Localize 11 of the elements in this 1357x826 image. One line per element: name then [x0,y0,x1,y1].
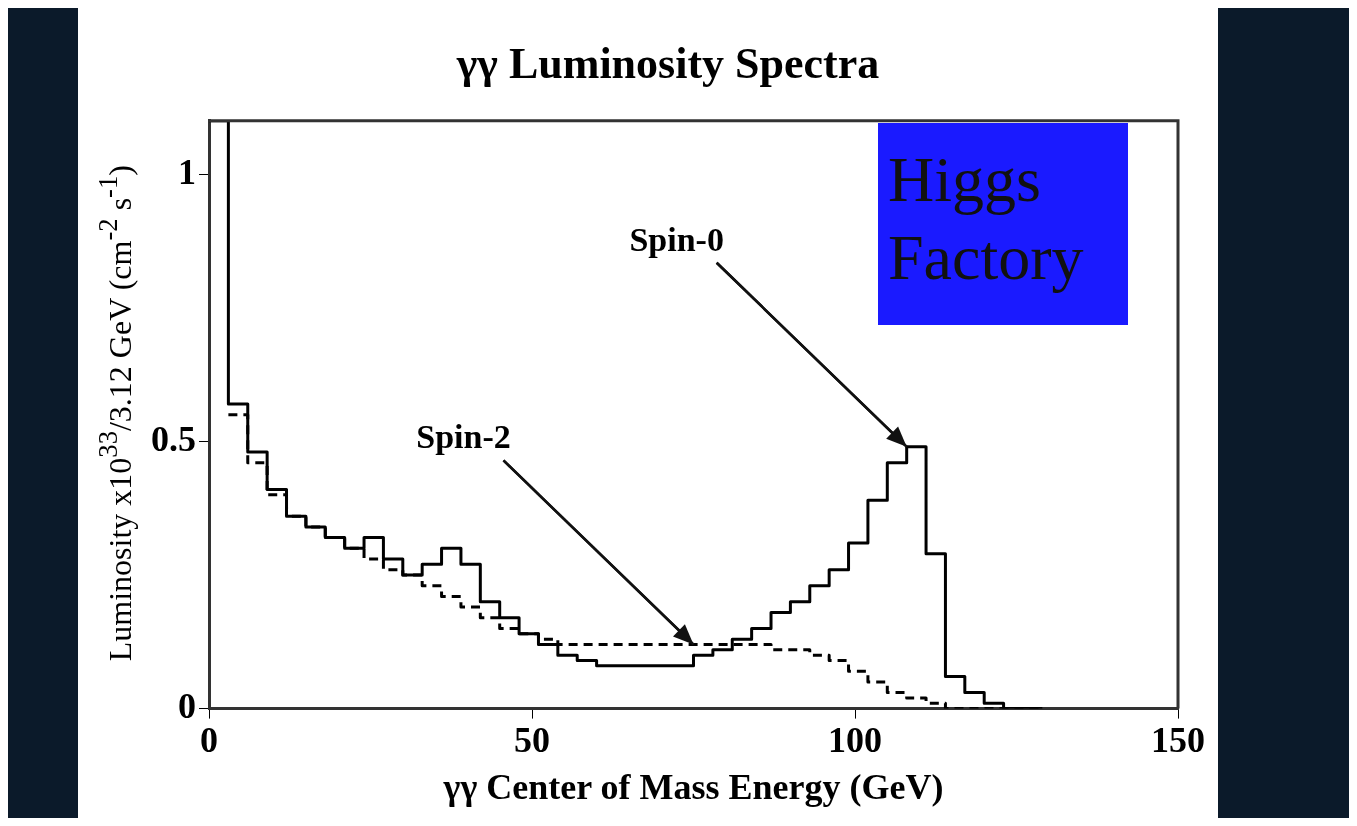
x-axis-title: γγ Center of Mass Energy (GeV) [442,766,944,807]
annotation: Higgs Factory [878,122,1128,325]
annotation: Spin-0 [629,220,724,258]
y-tick-label: 0.5 [151,418,196,459]
y-tick-label: 0 [178,685,196,726]
x-tick-label: 150 [1151,720,1205,761]
x-tick-label: 50 [514,720,550,761]
y-tick-label: 1 [178,151,196,192]
chart-title: γγ Luminosity Spectra [455,38,880,88]
annotation: Spin-2 [416,418,511,456]
x-tick-label: 100 [828,720,882,761]
